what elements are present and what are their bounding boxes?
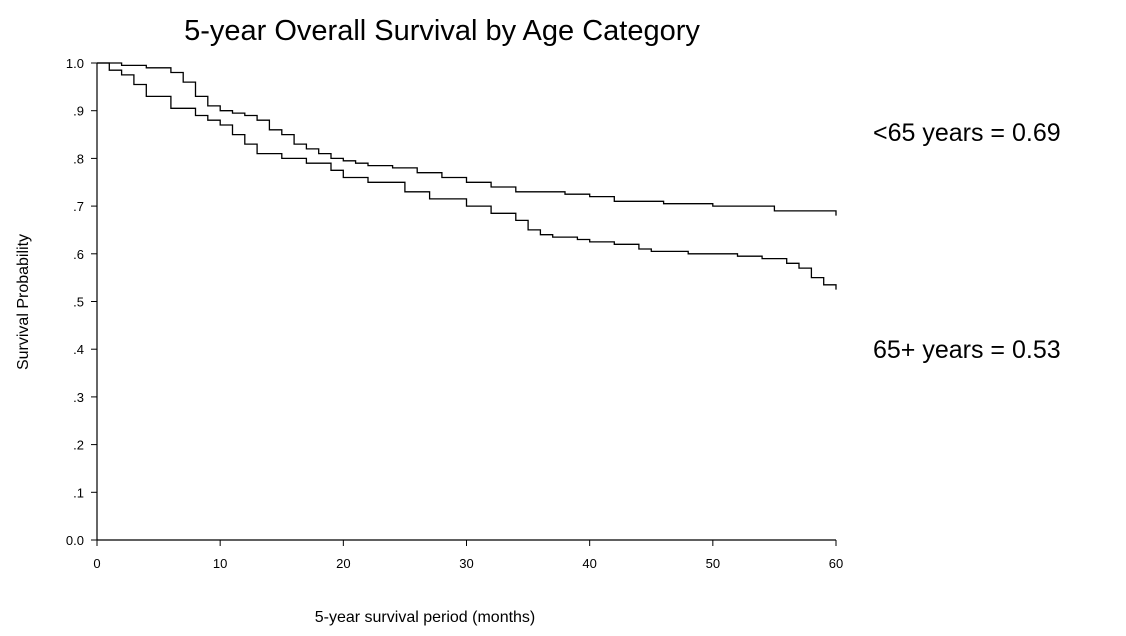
y-tick-label: .8: [73, 151, 84, 166]
y-tick-label: .2: [73, 438, 84, 453]
annotation-under-65: <65 years = 0.69: [873, 119, 1061, 147]
survival-curve-65-plus: [97, 62, 837, 290]
x-axis-ticks: 0 10 20 30 40 50 60: [93, 540, 843, 571]
y-tick-label: .6: [73, 247, 84, 262]
x-tick-label: 50: [706, 556, 720, 571]
survival-curve-under-65: [97, 62, 837, 216]
chart-title: 5-year Overall Survival by Age Category: [184, 15, 700, 47]
x-axis-label: 5-year survival period (months): [315, 609, 536, 626]
y-tick-label: 0.0: [66, 533, 84, 548]
x-tick-label: 10: [213, 556, 227, 571]
plot-curves: [97, 62, 837, 290]
y-tick-label: .3: [73, 390, 84, 405]
x-tick-label: 0: [93, 556, 100, 571]
y-tick-label: .9: [73, 104, 84, 119]
y-tick-label: .5: [73, 295, 84, 310]
y-tick-label: .1: [73, 485, 84, 500]
y-axis-ticks: 0.0 .1 .2 .3 .4 .5 .6 .7 .8 .9 1.0: [66, 56, 97, 548]
y-tick-label: .7: [73, 199, 84, 214]
y-tick-label: .4: [73, 342, 84, 357]
x-tick-label: 30: [459, 556, 473, 571]
x-tick-label: 20: [336, 556, 350, 571]
x-tick-label: 60: [829, 556, 843, 571]
y-axis-label: Survival Probability: [15, 234, 32, 370]
annotation-65-plus: 65+ years = 0.53: [873, 336, 1061, 364]
y-tick-label: 1.0: [66, 56, 84, 71]
x-tick-label: 40: [582, 556, 596, 571]
